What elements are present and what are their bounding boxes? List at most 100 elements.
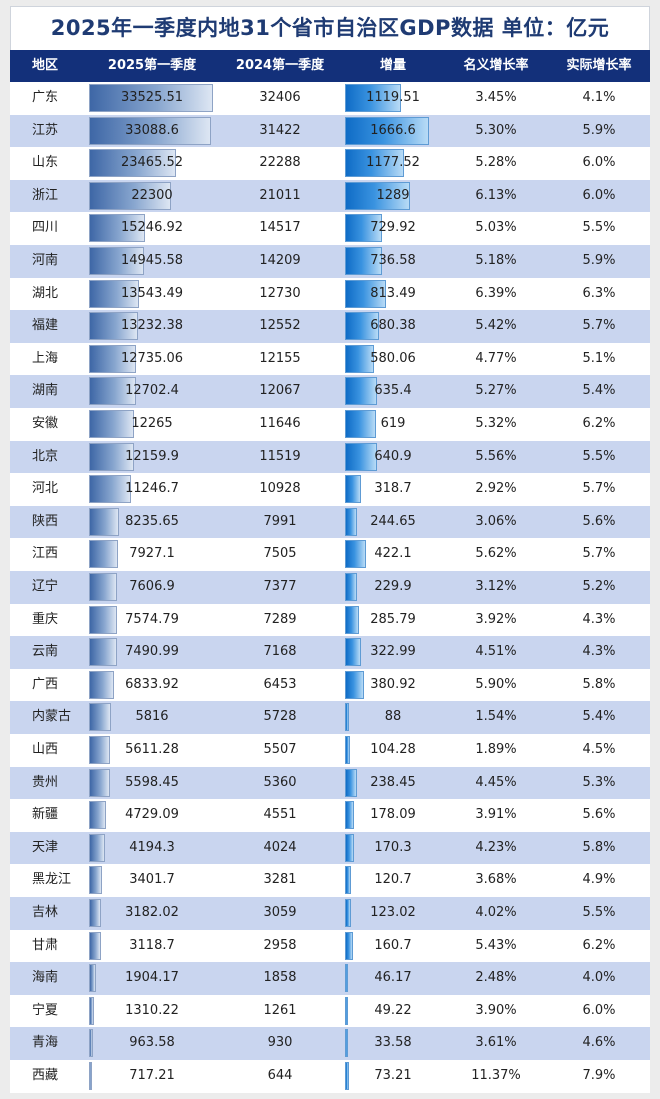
cell-nominal-growth: 11.37% <box>471 1068 521 1083</box>
cell-q1-2025: 13543.49 <box>120 285 184 301</box>
gdp-2025-bar <box>89 703 111 732</box>
cell-region: 湖南 <box>32 383 59 399</box>
cell-increase: 33.58 <box>374 1035 412 1051</box>
table-row: 安徽 12265 11646 619 5.32% 6.2% <box>10 408 650 441</box>
cell-nominal-growth: 5.42% <box>475 318 517 334</box>
cell-region: 山东 <box>32 155 59 171</box>
table-row: 江苏 33088.6 31422 1666.6 5.30% 5.9% <box>10 114 650 148</box>
gdp-2025-bar <box>89 736 110 764</box>
gdp-2025-bar <box>89 931 101 960</box>
cell-real-growth: 7.9% <box>582 1068 616 1083</box>
cell-increase: 318.7 <box>374 481 412 497</box>
cell-region: 宁夏 <box>32 1002 59 1018</box>
header-increase: 增量 <box>379 58 406 73</box>
cell-nominal-growth: 4.77% <box>475 350 517 366</box>
cell-region: 吉林 <box>32 905 59 920</box>
cell-q1-2024: 6453 <box>263 676 297 692</box>
cell-q1-2025: 7574.79 <box>125 611 179 627</box>
cell-nominal-growth: 6.39% <box>475 285 517 301</box>
table-row: 浙江 22300 21011 1289 6.13% 6.0% <box>10 179 650 213</box>
cell-region: 四川 <box>32 220 59 236</box>
increase-bar <box>345 833 354 862</box>
increase-bar <box>345 1029 348 1058</box>
cell-q1-2025: 12265 <box>131 416 173 431</box>
table-row: 西藏 717.21 644 73.21 11.37% 7.9% <box>10 1060 650 1093</box>
table-row: 山西 5611.28 5507 104.28 1.89% 4.5% <box>10 734 650 767</box>
cell-nominal-growth: 5.90% <box>475 676 517 692</box>
table-header: 地区 2025第一季度 2024第一季度 增量 名义增长率 实际增长率 <box>10 50 650 82</box>
cell-increase: 1666.6 <box>370 122 416 138</box>
gdp-2025-bar <box>89 507 120 536</box>
table-row: 宁夏 1310.22 1261 49.22 3.90% 6.0% <box>10 994 650 1028</box>
table-row: 吉林 3182.02 3059 123.02 4.02% 5.5% <box>10 897 650 930</box>
increase-bar <box>345 540 367 569</box>
table-row: 贵州 5598.45 5360 238.45 4.45% 5.3% <box>10 766 650 800</box>
cell-nominal-growth: 5.62% <box>475 546 517 562</box>
cell-real-growth: 6.0% <box>582 1002 616 1018</box>
cell-q1-2025: 12735.06 <box>120 350 184 366</box>
cell-q1-2024: 1858 <box>263 970 297 986</box>
cell-q1-2024: 644 <box>267 1068 293 1083</box>
gdp-2025-bar <box>89 996 94 1025</box>
increase-bar <box>345 964 348 993</box>
table-row: 河北 11246.7 10928 318.7 2.92% 5.7% <box>10 473 650 506</box>
cell-increase: 104.28 <box>370 742 416 757</box>
gdp-2025-bar <box>89 84 213 112</box>
page-title: 2025年一季度内地31个省市自治区GDP数据 单位：亿元 <box>50 16 610 40</box>
cell-q1-2025: 22300 <box>131 187 173 203</box>
cell-q1-2024: 12552 <box>259 318 301 334</box>
cell-region: 青海 <box>32 1035 59 1051</box>
cell-real-growth: 5.8% <box>582 839 616 855</box>
increase-bar <box>345 866 352 895</box>
cell-region: 广西 <box>32 676 59 692</box>
cell-q1-2024: 14209 <box>259 253 301 268</box>
cell-real-growth: 4.0% <box>582 970 616 986</box>
cell-q1-2025: 1310.22 <box>125 1002 179 1018</box>
cell-q1-2025: 15246.92 <box>120 220 184 236</box>
cell-region: 山西 <box>32 742 59 757</box>
gdp-2025-bar <box>89 670 115 699</box>
increase-bar <box>345 410 377 438</box>
gdp-2025-bar <box>89 377 136 406</box>
cell-nominal-growth: 3.12% <box>475 579 517 594</box>
cell-real-growth: 5.7% <box>582 318 616 334</box>
cell-increase: 580.06 <box>370 350 416 366</box>
table-row: 山东 23465.52 22288 1177.52 5.28% 6.0% <box>10 147 650 180</box>
cell-real-growth: 4.6% <box>582 1035 616 1051</box>
cell-increase: 123.02 <box>370 905 416 920</box>
increase-bar <box>345 377 378 406</box>
cell-real-growth: 5.6% <box>582 513 616 529</box>
cell-q1-2024: 12730 <box>259 285 301 301</box>
cell-q1-2025: 14945.58 <box>120 253 184 268</box>
increase-bar <box>345 279 386 308</box>
cell-region: 天津 <box>32 839 59 855</box>
cell-real-growth: 5.9% <box>582 253 616 268</box>
cell-nominal-growth: 3.90% <box>475 1002 517 1018</box>
gdp-2025-bar <box>89 149 176 178</box>
increase-bar <box>345 312 380 341</box>
cell-increase: 736.58 <box>370 253 416 268</box>
cell-q1-2024: 5360 <box>263 774 297 790</box>
cell-q1-2024: 4551 <box>263 807 297 823</box>
cell-nominal-growth: 3.61% <box>475 1035 517 1051</box>
gdp-2025-bar <box>89 475 131 504</box>
increase-bar <box>345 1062 349 1090</box>
cell-region: 安徽 <box>32 416 59 431</box>
cell-region: 甘肃 <box>32 937 59 953</box>
table-row: 上海 12735.06 12155 580.06 4.77% 5.1% <box>10 342 650 376</box>
cell-real-growth: 6.3% <box>582 285 616 301</box>
cell-region: 海南 <box>32 970 59 986</box>
cell-q1-2025: 3401.7 <box>129 872 175 888</box>
cell-real-growth: 5.8% <box>582 676 616 692</box>
increase-bar <box>345 573 357 601</box>
gdp-2025-bar <box>89 540 119 569</box>
cell-q1-2024: 3059 <box>263 905 297 920</box>
cell-real-growth: 4.5% <box>582 742 616 757</box>
cell-real-growth: 5.1% <box>582 350 616 366</box>
cell-region: 福建 <box>32 318 59 334</box>
header-q1-2024: 2024第一季度 <box>235 58 325 73</box>
cell-increase: 619 <box>380 416 406 431</box>
cell-q1-2024: 930 <box>267 1035 293 1051</box>
cell-real-growth: 5.5% <box>582 220 616 236</box>
cell-real-growth: 5.5% <box>582 448 616 464</box>
